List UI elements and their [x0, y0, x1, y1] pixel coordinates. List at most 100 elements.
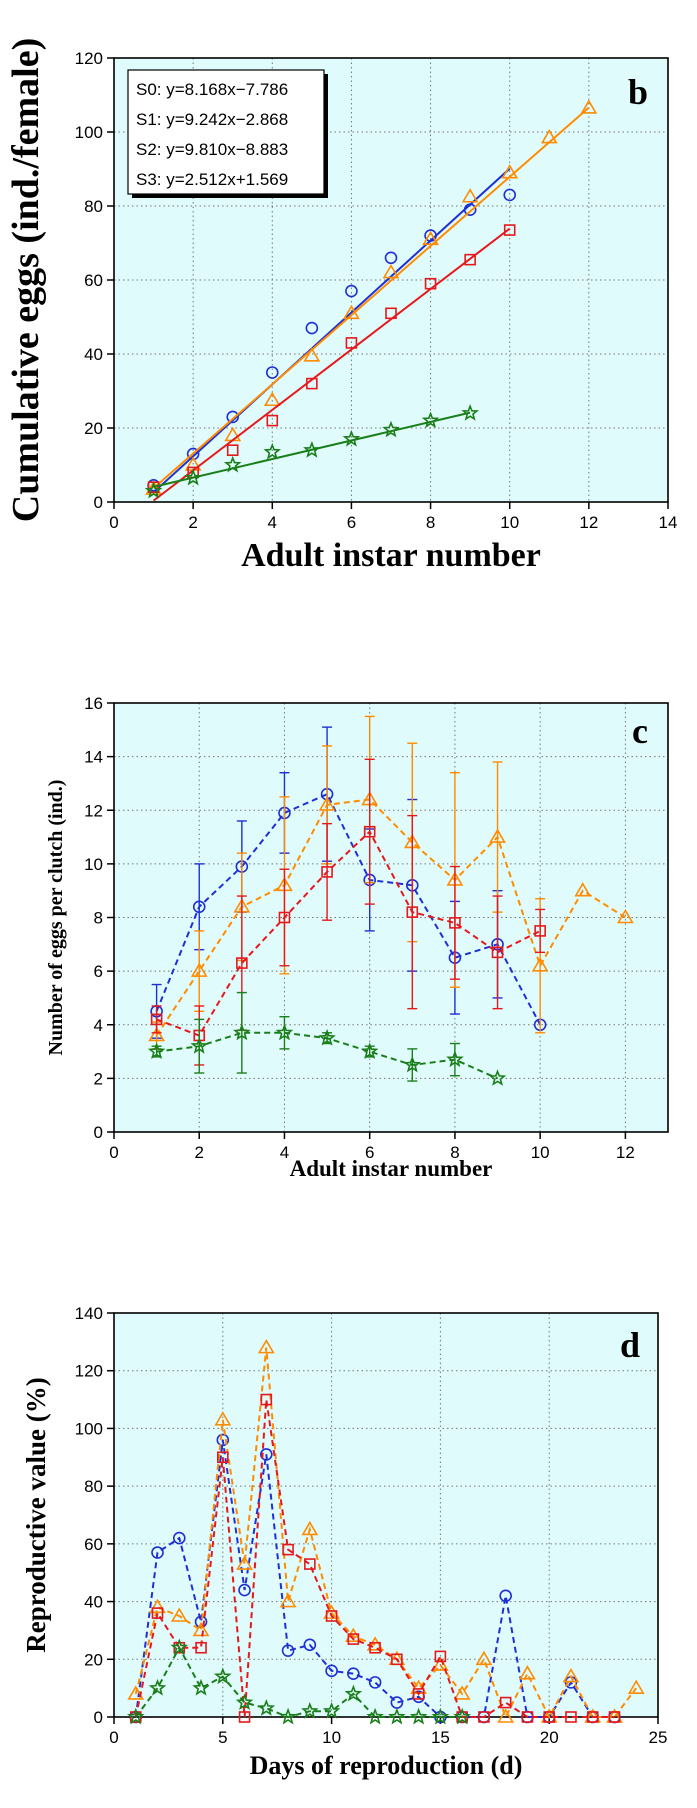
data-point-S0 — [463, 203, 477, 216]
fit-line-S1 — [152, 106, 590, 489]
data-point-S2 — [412, 1688, 425, 1700]
data-point-S3 — [144, 481, 163, 499]
series-S2 — [150, 758, 546, 1066]
data-point-S0 — [368, 1676, 382, 1689]
x-tick-label: 2 — [194, 1143, 203, 1162]
data-point-S2 — [521, 1711, 534, 1723]
data-point-S1 — [501, 164, 519, 179]
data-point-S2 — [424, 277, 437, 290]
data-point-S3 — [126, 1707, 145, 1725]
y-tick-label: 80 — [84, 1477, 103, 1496]
data-point-S1 — [236, 1555, 253, 1570]
series-line-S1 — [155, 798, 626, 1037]
y-tick-label: 12 — [84, 801, 103, 820]
data-point-S3 — [263, 442, 281, 460]
chart-panel-b: 0 2 4 6 8 10 12 14 0 20 40 60 80 100 120 Adult instar n… — [5, 38, 677, 574]
data-point-S1 — [170, 1607, 188, 1622]
data-point-S1 — [301, 1520, 319, 1536]
data-point-S1 — [318, 796, 336, 811]
y-tick-label: 6 — [94, 962, 103, 981]
data-point-S3 — [344, 1684, 363, 1702]
data-point-S0 — [499, 1589, 512, 1603]
data-point-S2 — [260, 1393, 273, 1406]
data-point-S3 — [461, 403, 479, 421]
x-tick-label: 15 — [431, 1728, 450, 1747]
panel-tag: d — [620, 1325, 640, 1365]
data-point-S3 — [488, 1069, 507, 1086]
data-point-S2 — [543, 1711, 556, 1723]
data-point-S2 — [278, 911, 291, 924]
x-tick-label: 25 — [649, 1728, 668, 1747]
data-point-S1 — [461, 188, 479, 203]
data-point-S3 — [388, 1707, 406, 1725]
data-point-S3 — [322, 1702, 341, 1719]
data-point-S2 — [449, 917, 461, 929]
data-point-S3 — [403, 1055, 422, 1073]
x-tick-label: 2 — [188, 513, 197, 532]
y-tick-label: 0 — [94, 1708, 103, 1727]
series-line-S2 — [134, 1399, 615, 1718]
data-point-S3 — [235, 1693, 254, 1710]
data-point-S1 — [580, 99, 598, 114]
data-point-S3 — [431, 1707, 450, 1725]
data-point-S2 — [565, 1711, 577, 1723]
data-point-S1 — [497, 1708, 515, 1723]
data-point-S2 — [306, 377, 318, 390]
data-point-S1 — [562, 1668, 580, 1683]
data-point-S1 — [149, 1598, 166, 1614]
y-tick-label: 120 — [75, 1362, 103, 1381]
y-tick-label: 40 — [84, 1593, 103, 1612]
data-point-S1 — [627, 1679, 645, 1694]
data-point-S3 — [275, 1023, 294, 1041]
data-point-S2 — [478, 1711, 490, 1723]
data-point-S2 — [499, 1696, 512, 1709]
data-point-S1 — [192, 1621, 210, 1637]
y-tick-label: 0 — [94, 493, 103, 512]
data-point-S0 — [265, 366, 279, 379]
data-point-S3 — [170, 1638, 188, 1656]
data-point-S2 — [464, 253, 476, 266]
data-point-S1 — [489, 828, 506, 843]
x-tick-label: 12 — [579, 513, 598, 532]
data-point-S1 — [574, 882, 592, 897]
data-point-S3 — [360, 1042, 379, 1059]
data-point-S2 — [406, 906, 419, 918]
legend-equation: S3: y=2.512x+1.569 — [136, 170, 288, 189]
series-line-S1 — [134, 1347, 637, 1720]
series-line-S2 — [156, 830, 541, 1037]
data-point-S3 — [233, 1023, 251, 1041]
data-point-S2 — [282, 1543, 294, 1556]
y-tick-label: 140 — [75, 1304, 103, 1323]
y-axis-title: Cumulative eggs (ind./female) — [5, 38, 47, 522]
data-point-S2 — [586, 1711, 599, 1723]
data-point-S2 — [369, 1641, 381, 1654]
data-point-S2 — [321, 866, 333, 878]
data-point-S3 — [318, 1028, 336, 1046]
data-point-S0 — [238, 1583, 251, 1597]
data-point-S1 — [616, 908, 634, 924]
data-point-S3 — [148, 1678, 167, 1696]
data-point-S3 — [453, 1707, 471, 1725]
plot-frame — [113, 1312, 659, 1718]
data-point-S2 — [363, 825, 376, 838]
y-tick-label: 60 — [84, 1535, 103, 1554]
y-axis-title: Reproductive value (%) — [21, 1377, 51, 1652]
data-point-S1 — [323, 1604, 340, 1619]
data-point-S1 — [519, 1665, 536, 1680]
data-point-S2 — [434, 1650, 447, 1663]
data-point-S0 — [281, 1644, 295, 1657]
data-point-S1 — [148, 1026, 166, 1042]
x-tick-label: 12 — [616, 1143, 635, 1162]
series-line-S3 — [135, 1645, 463, 1719]
data-point-S3 — [382, 420, 400, 438]
panel-tag: c — [632, 711, 648, 751]
y-axis-title: Number of eggs per clutch (ind.) — [45, 780, 67, 1056]
data-point-S3 — [409, 1707, 428, 1725]
data-point-S1 — [190, 962, 208, 977]
data-point-S1 — [540, 128, 558, 144]
y-tick-label: 80 — [84, 197, 103, 216]
x-tick-label: 6 — [347, 513, 356, 532]
data-point-S2 — [217, 1451, 229, 1464]
y-tick-label: 0 — [94, 1123, 103, 1142]
